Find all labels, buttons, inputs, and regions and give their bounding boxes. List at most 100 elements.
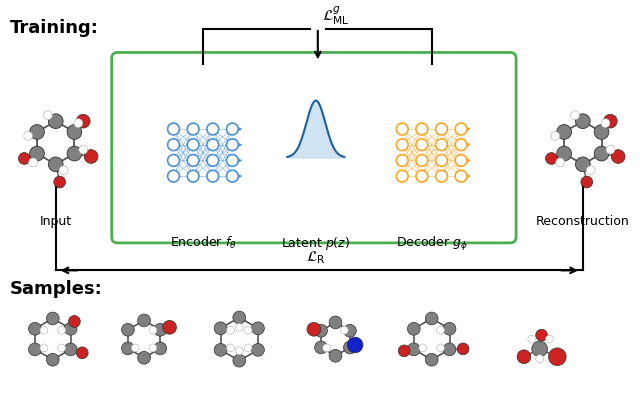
- Circle shape: [74, 119, 83, 127]
- Circle shape: [76, 114, 90, 128]
- Circle shape: [252, 322, 264, 335]
- Circle shape: [604, 114, 617, 128]
- Circle shape: [426, 312, 438, 325]
- Circle shape: [236, 324, 243, 331]
- Circle shape: [207, 170, 219, 182]
- Circle shape: [536, 329, 547, 341]
- Circle shape: [396, 154, 408, 166]
- Text: Reconstruction: Reconstruction: [536, 216, 630, 228]
- Text: Training:: Training:: [10, 19, 99, 37]
- Circle shape: [557, 125, 572, 139]
- Circle shape: [44, 111, 52, 120]
- Circle shape: [545, 152, 557, 164]
- Circle shape: [168, 139, 179, 150]
- Circle shape: [131, 344, 139, 352]
- Circle shape: [244, 344, 252, 352]
- Circle shape: [556, 158, 564, 167]
- Circle shape: [419, 344, 427, 352]
- Circle shape: [24, 131, 33, 140]
- Circle shape: [29, 158, 38, 167]
- Circle shape: [29, 125, 44, 139]
- Circle shape: [138, 314, 150, 327]
- Circle shape: [315, 324, 328, 337]
- Circle shape: [344, 341, 356, 354]
- Circle shape: [575, 114, 590, 129]
- Circle shape: [252, 343, 264, 356]
- Text: $\mathcal{L}^{g}_{\mathrm{ML}}$: $\mathcal{L}^{g}_{\mathrm{ML}}$: [322, 4, 349, 27]
- Circle shape: [233, 354, 246, 367]
- Text: Encoder $f_{\theta}$: Encoder $f_{\theta}$: [170, 235, 236, 251]
- FancyBboxPatch shape: [111, 52, 516, 243]
- Circle shape: [149, 344, 157, 352]
- Circle shape: [49, 157, 63, 172]
- Circle shape: [606, 145, 615, 154]
- Circle shape: [227, 326, 234, 334]
- Circle shape: [545, 335, 554, 343]
- Circle shape: [188, 154, 199, 166]
- Circle shape: [67, 125, 82, 139]
- Circle shape: [436, 123, 447, 135]
- Circle shape: [227, 344, 234, 352]
- Text: Samples:: Samples:: [10, 280, 102, 298]
- Circle shape: [168, 154, 179, 166]
- Circle shape: [323, 344, 331, 352]
- Circle shape: [54, 176, 65, 188]
- Circle shape: [188, 123, 199, 135]
- Circle shape: [457, 343, 469, 355]
- Circle shape: [536, 355, 543, 362]
- Circle shape: [188, 170, 199, 182]
- Circle shape: [168, 170, 179, 182]
- Circle shape: [340, 326, 348, 334]
- Circle shape: [571, 111, 579, 120]
- Circle shape: [455, 154, 467, 166]
- Circle shape: [315, 341, 328, 354]
- Text: Input: Input: [40, 216, 72, 228]
- Circle shape: [436, 326, 444, 334]
- Circle shape: [227, 139, 238, 150]
- Circle shape: [122, 324, 134, 336]
- Circle shape: [416, 139, 428, 150]
- Circle shape: [408, 343, 420, 356]
- Circle shape: [517, 350, 531, 364]
- Circle shape: [46, 312, 59, 325]
- Circle shape: [188, 139, 199, 150]
- Circle shape: [443, 343, 456, 356]
- Circle shape: [594, 125, 609, 139]
- Circle shape: [207, 139, 219, 150]
- Circle shape: [67, 146, 82, 161]
- Circle shape: [58, 344, 65, 352]
- Circle shape: [154, 342, 166, 355]
- Circle shape: [307, 322, 321, 336]
- Circle shape: [455, 139, 467, 150]
- Circle shape: [40, 326, 48, 334]
- Circle shape: [408, 322, 420, 335]
- Circle shape: [398, 345, 410, 357]
- Circle shape: [227, 170, 238, 182]
- Circle shape: [154, 324, 166, 336]
- Text: $\mathcal{L}_{\mathrm{R}}$: $\mathcal{L}_{\mathrm{R}}$: [306, 250, 326, 266]
- Circle shape: [68, 316, 80, 327]
- Circle shape: [40, 344, 48, 352]
- Circle shape: [601, 119, 610, 127]
- Circle shape: [46, 353, 59, 366]
- Circle shape: [58, 326, 65, 334]
- Text: Latent $p(z)$: Latent $p(z)$: [281, 235, 351, 252]
- Circle shape: [84, 150, 98, 164]
- Circle shape: [244, 326, 252, 334]
- Circle shape: [416, 154, 428, 166]
- Circle shape: [611, 150, 625, 164]
- Circle shape: [551, 131, 560, 140]
- Circle shape: [122, 342, 134, 355]
- Circle shape: [59, 166, 68, 175]
- Circle shape: [575, 157, 590, 172]
- Circle shape: [207, 154, 219, 166]
- Circle shape: [528, 335, 536, 343]
- Circle shape: [436, 170, 447, 182]
- Circle shape: [426, 353, 438, 366]
- Circle shape: [214, 322, 227, 335]
- Circle shape: [207, 123, 219, 135]
- Circle shape: [29, 343, 42, 356]
- Circle shape: [416, 170, 428, 182]
- Circle shape: [329, 316, 342, 329]
- Circle shape: [168, 123, 179, 135]
